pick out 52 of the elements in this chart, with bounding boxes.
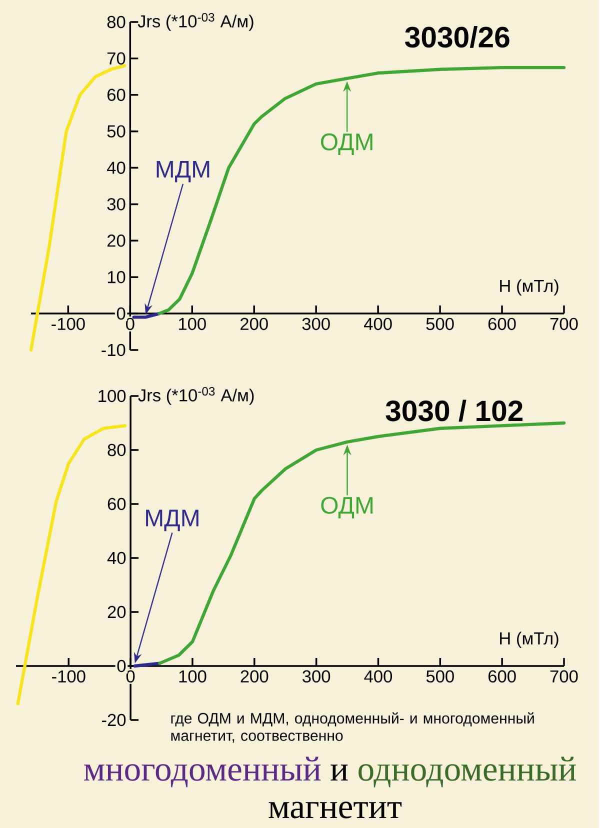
x-tick-label: 0 [126, 318, 135, 330]
x-tick-label: 500 [426, 318, 454, 330]
text: многодоменный [84, 756, 321, 788]
x-tick-label: 400 [364, 670, 392, 683]
y-tick-label: 40 [107, 162, 126, 174]
y-tick-label: 80 [108, 16, 126, 28]
x-tick-label: -100 [52, 670, 86, 683]
y-tick-label: 20 [108, 606, 126, 618]
chart-title: 3030 / 102 [386, 400, 523, 422]
y-axis-title: Jrs (*10$^{-03}$ А/м) [138, 387, 254, 405]
x-tick-label: 700 [550, 670, 578, 683]
x-tick-label: -100 [52, 318, 86, 330]
x-tick-label: 500 [426, 670, 454, 683]
y-tick-label: 60 [108, 88, 126, 102]
y-tick-label: 40 [108, 552, 126, 564]
x-axis-title: H (мТл) [500, 632, 558, 648]
y-tick-label: 100 [98, 390, 126, 402]
text: МДМ [157, 160, 210, 182]
x-tick-label: 300 [302, 670, 330, 683]
legend-label: ОДМ [321, 133, 372, 155]
x-tick-label: 200 [241, 670, 268, 683]
chart-title: 3030/26 [405, 26, 510, 48]
x-axis-title: H (мТл) [500, 279, 559, 296]
y-tick-label: 60 [108, 498, 126, 510]
y-tick-label: 0 [118, 660, 126, 672]
y-tick-label: 50 [108, 125, 126, 138]
x-tick-label: 600 [488, 318, 516, 330]
text: МДМ [146, 510, 199, 532]
annotation: где ОДМ и МДМ, однодоменный- и многодоменный магнетит, соотвественно [172, 712, 534, 743]
y-tick-label: 80 [108, 444, 126, 456]
line-series [158, 66, 566, 316]
y-axis-title: Jrs (*10$^{-03}$ А/м) [138, 13, 254, 31]
x-tick-label: 200 [240, 318, 268, 330]
x-tick-label: 600 [488, 670, 516, 683]
y-tick-label: 10 [108, 270, 126, 284]
x-tick-label: 700 [550, 318, 578, 330]
text: однодоменный [358, 756, 576, 788]
line-series [16, 424, 127, 706]
series-label: ОДМ [321, 496, 373, 518]
y-tick-label: -10 [102, 344, 126, 356]
y-tick-label: -20 [102, 714, 126, 726]
y-tick-label: 0 [117, 307, 126, 320]
text: магнетит [268, 802, 402, 818]
y-tick-label: 30 [107, 198, 126, 210]
x-tick-label: 0 [126, 670, 135, 683]
x-tick-label: 300 [302, 318, 330, 330]
y-tick-label: 20 [108, 234, 126, 247]
text: и [330, 764, 348, 781]
x-tick-label: 100 [179, 318, 206, 330]
y-tick-label: 70 [108, 52, 126, 65]
x-tick-label: 100 [180, 670, 206, 683]
x-tick-label: 400 [364, 318, 392, 330]
